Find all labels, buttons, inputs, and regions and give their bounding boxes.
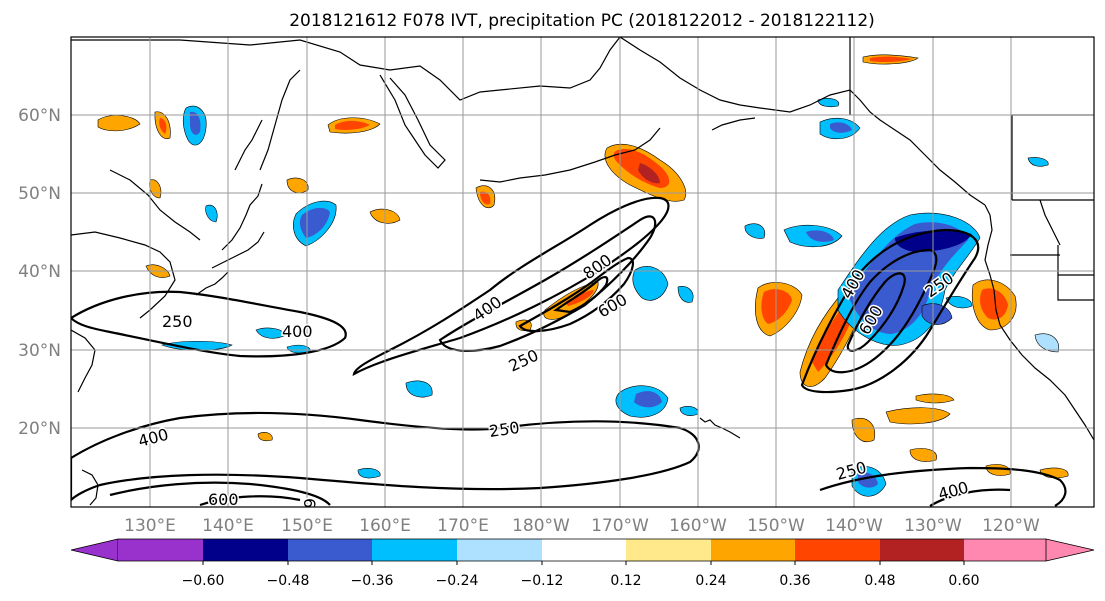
lat-label: 30°N xyxy=(18,341,61,361)
colorbar-segment xyxy=(626,539,711,561)
graticule xyxy=(71,37,1094,507)
lat-labels: 60°N 50°N 40°N 30°N 20°N xyxy=(18,106,61,439)
lon-label: 150°E xyxy=(281,516,333,536)
lon-label: 140°W xyxy=(825,516,883,536)
lat-label: 50°N xyxy=(18,184,61,204)
colorbar-segment xyxy=(203,539,288,561)
colorbar-tick: −0.12 xyxy=(521,573,564,589)
colorbar-tick: 0.24 xyxy=(695,573,726,589)
colorbar-segment xyxy=(711,539,795,561)
lat-label: 20°N xyxy=(18,419,61,439)
colorbar-tick: 0.48 xyxy=(864,573,895,589)
colorbar-tick: −0.60 xyxy=(182,573,225,589)
colorbar-segment xyxy=(880,539,964,561)
colorbar-tick: 0.60 xyxy=(948,573,979,589)
colorbar-tick: −0.48 xyxy=(267,573,310,589)
lon-label: 120°W xyxy=(982,516,1040,536)
ivt-contours xyxy=(71,196,1067,507)
colorbar-segment xyxy=(372,539,457,561)
map-content: 400 400 250 800 600 250 400 600 250 250 … xyxy=(71,37,1094,529)
colorbar-segment xyxy=(457,539,542,561)
lon-label: 150°W xyxy=(747,516,805,536)
colorbar-segment xyxy=(964,539,1046,561)
colorbar: −0.60 −0.48 −0.36 −0.24 −0.12 0.12 0.24 … xyxy=(70,538,1095,589)
lat-label: 40°N xyxy=(18,262,61,282)
lon-label: 130°W xyxy=(904,516,962,536)
contour-label: 600 xyxy=(208,490,239,509)
lon-label: 170°E xyxy=(437,516,489,536)
map-frame xyxy=(70,36,1095,508)
colorbar-tick: −0.36 xyxy=(351,573,394,589)
colorbar-over xyxy=(1045,538,1095,562)
colorbar-segment xyxy=(795,539,880,561)
figure-title: 2018121612 F078 IVT, precipitation PC (2… xyxy=(289,11,875,31)
lon-labels: 130°E 140°E 150°E 160°E 170°E 180°W 170°… xyxy=(124,516,1040,536)
lon-label: 180°W xyxy=(512,516,570,536)
lat-label: 60°N xyxy=(18,106,61,126)
colorbar-tick: 0.36 xyxy=(779,573,810,589)
contour-label: 600 xyxy=(300,498,319,529)
colorbar-segment xyxy=(118,539,203,561)
colorbar-under xyxy=(70,538,119,562)
contour-label: 250 xyxy=(162,312,193,331)
lon-label: 170°W xyxy=(591,516,649,536)
colorbar-tick: 0.12 xyxy=(610,573,641,589)
colorbar-segment xyxy=(542,539,626,561)
colorbar-tick: −0.24 xyxy=(436,573,479,589)
contour-label: 400 xyxy=(282,322,313,341)
lon-label: 160°E xyxy=(359,516,411,536)
lon-label: 130°E xyxy=(124,516,176,536)
lon-label: 140°E xyxy=(202,516,254,536)
colorbar-segment xyxy=(288,539,372,561)
lon-label: 160°W xyxy=(669,516,727,536)
